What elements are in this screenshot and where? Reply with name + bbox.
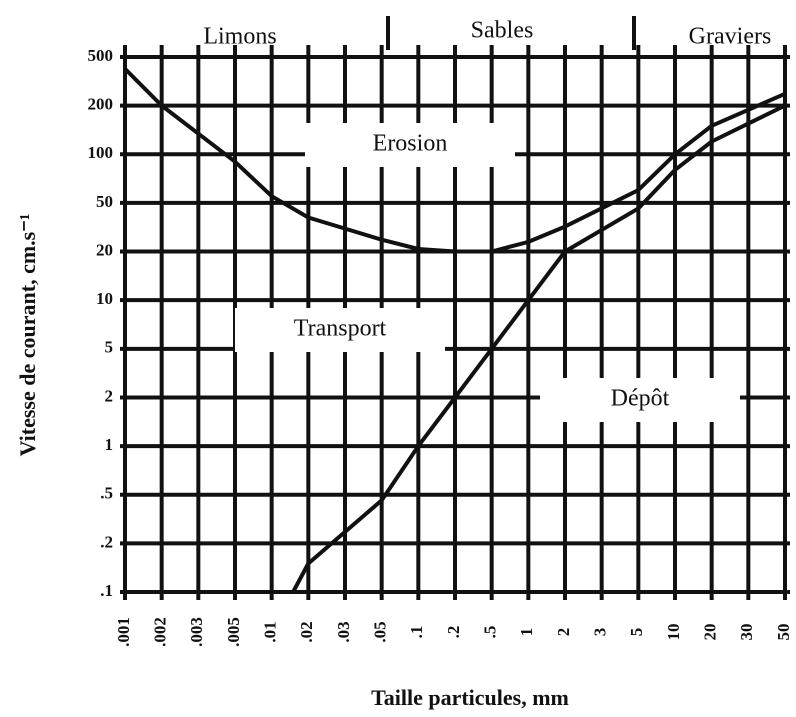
y-tick-label: .1 (100, 581, 113, 600)
y-tick-label: 50 (96, 192, 113, 211)
curve (291, 103, 786, 593)
y-tick-label: 10 (96, 289, 113, 308)
y-tick-label: .2 (100, 532, 113, 551)
region-box (540, 378, 740, 422)
curve (123, 67, 786, 254)
x-tick-label: 1 (517, 628, 536, 637)
x-tick-label: .002 (151, 617, 170, 647)
y-tick-label: 200 (88, 95, 114, 114)
x-tick-label: 3 (591, 628, 610, 637)
y-tick-label: 5 (105, 338, 114, 357)
x-axis-title: Taille particules, mm (371, 685, 569, 710)
x-tick-label: 2 (554, 628, 573, 637)
x-tick-label: .005 (224, 617, 243, 647)
y-tick-label: 2 (105, 386, 114, 405)
x-tick-label: .5 (481, 626, 500, 639)
x-tick-label: .03 (334, 621, 353, 642)
x-tick-label: .2 (444, 626, 463, 639)
x-tick-label: 50 (774, 624, 793, 641)
region-label: Dépôt (611, 386, 670, 412)
x-tick-label: .001 (114, 617, 133, 647)
curves (123, 67, 786, 593)
y-tick-label: 500 (88, 46, 114, 65)
y-tick-label: .5 (100, 484, 113, 503)
x-tick-label: .02 (297, 621, 316, 642)
x-tick-label: .1 (407, 626, 426, 639)
x-tick-label: 5 (627, 628, 646, 637)
y-tick-label: 1 (105, 435, 114, 454)
x-tick-label: .01 (261, 621, 280, 642)
x-tick-label: 10 (664, 624, 683, 641)
region-label: Erosion (373, 131, 448, 157)
region-label: Transport (294, 316, 387, 342)
region-box (235, 308, 445, 352)
y-tick-label: 20 (96, 240, 113, 259)
region-box (305, 123, 515, 167)
y-tick-label: 100 (88, 143, 114, 162)
zone-label: Graviers (689, 24, 772, 50)
zone-label: Sables (471, 18, 534, 44)
x-tick-label: 30 (737, 624, 756, 641)
y-axis-title: Vitesse de courant, cm.s⁻¹ (15, 214, 40, 457)
x-tick-label: 20 (701, 624, 720, 641)
zone-label: Limons (203, 24, 276, 50)
x-tick-label: .003 (187, 617, 206, 647)
labels: .001 .002 .003 .005 .01 .02 .03 .05 .1 .2 .5 1 2 3 5 10… (88, 46, 793, 647)
x-tick-label: .05 (371, 621, 390, 642)
